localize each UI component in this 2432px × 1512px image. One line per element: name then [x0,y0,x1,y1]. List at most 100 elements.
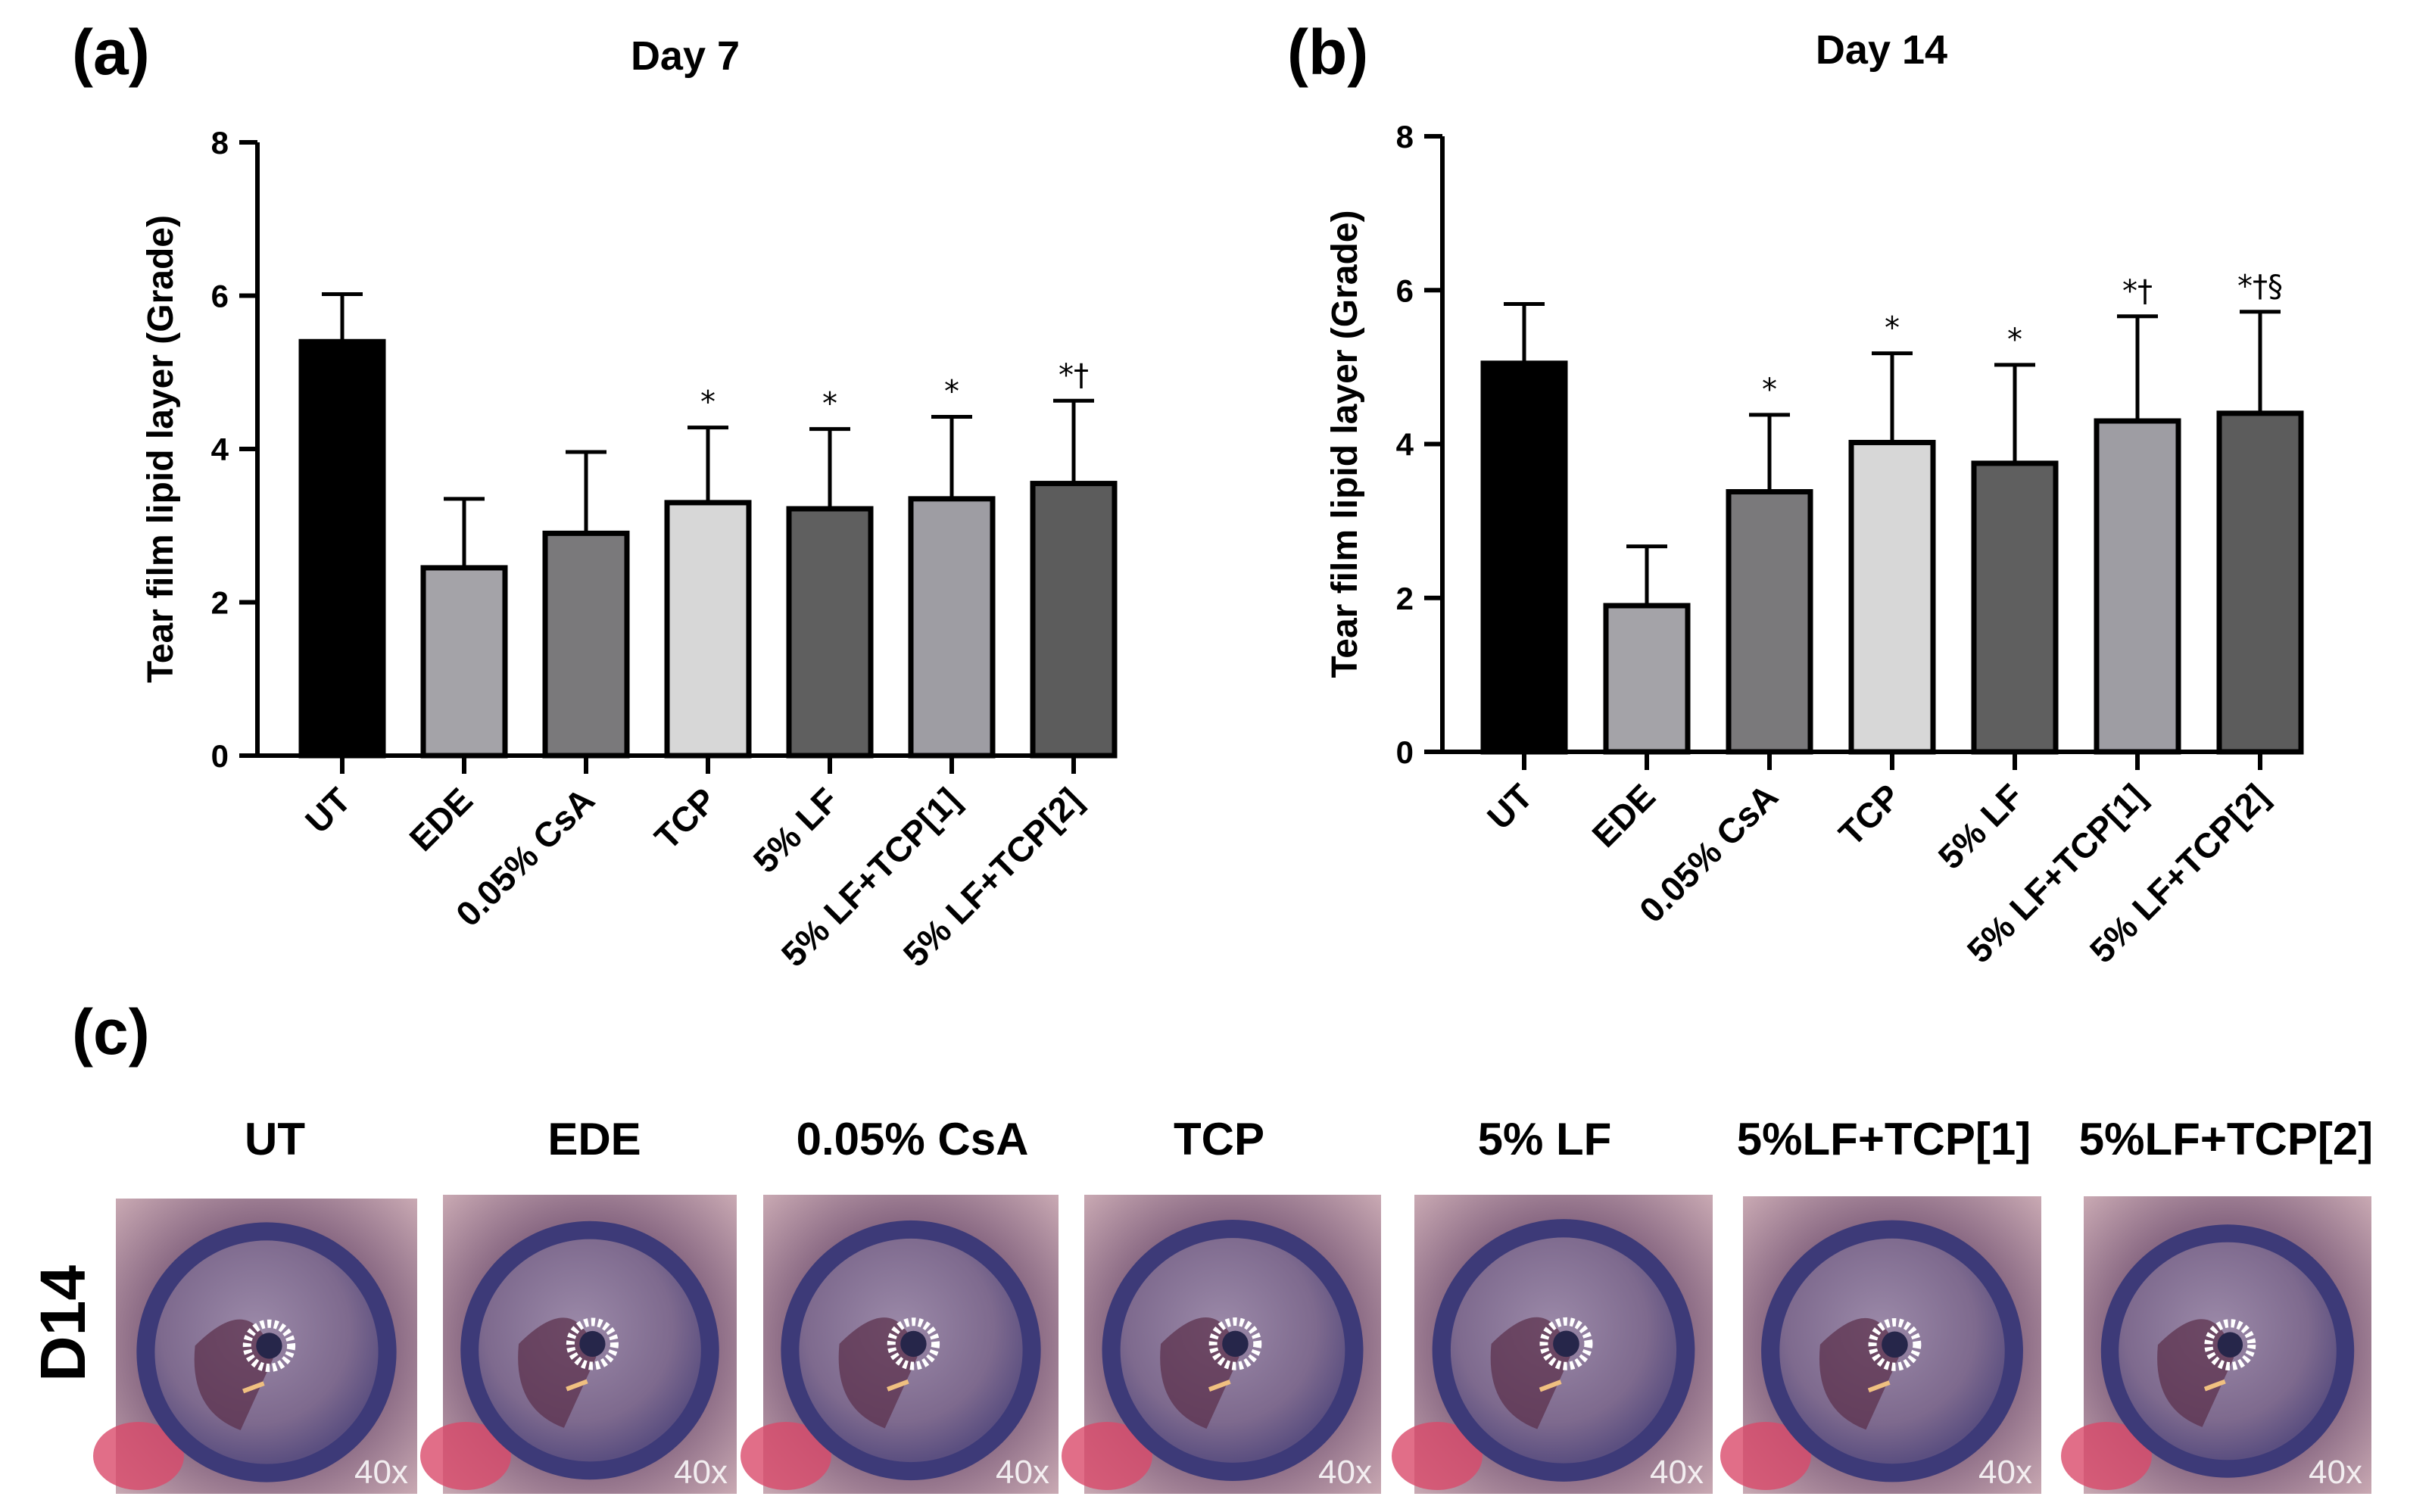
significance-mark-0-05-csa: * [1762,373,1777,407]
y-tick-label: 6 [211,279,229,314]
iris-shadow [1819,1317,1899,1430]
iris-shadow [1490,1317,1570,1429]
iris-shadow [1160,1317,1239,1429]
light-streak [2203,1379,2226,1392]
eye-photo-5-lf-tcp-1: 5%LF+TCP[1] 40x [1720,1114,2041,1494]
significance-mark-tcp: * [1885,311,1900,346]
magnification-label: 40x [2309,1454,2362,1491]
ring-light-reflection [1868,1317,1922,1371]
photo-title: EDE [547,1114,641,1164]
y-tick-label: 2 [1396,581,1414,616]
pupil-center [900,1330,927,1358]
bar-0-05-csa [542,530,630,759]
y-tick-label: 8 [211,125,229,161]
magnification-label: 40x [1650,1454,1704,1491]
category-label-5-lf: 5% LF [1931,776,2031,877]
ring-light-reflection [1539,1317,1593,1370]
bar-ede [420,565,508,759]
panel-label-c: (c) [72,996,150,1068]
y-tick-label: 0 [211,738,229,774]
bar-tcp [1848,439,1936,755]
panel-label-a: (a) [72,17,150,88]
light-streak [1867,1380,1891,1393]
bar-5-lf [786,506,874,759]
y-tick-label: 8 [1396,119,1414,154]
ring-light-reflection [2204,1319,2256,1371]
magnification-label: 40x [996,1454,1049,1491]
light-streak [566,1379,588,1392]
photo-row-label: D14 [27,1265,98,1382]
bar-tcp [664,500,752,759]
light-streak [242,1381,265,1394]
chart-title: Day 14 [1816,27,1947,73]
conjunctiva [93,1422,184,1490]
category-label-ede: EDE [401,780,480,859]
pupil-center [1553,1330,1579,1358]
bar-ede [1603,603,1691,755]
significance-mark-5-lf-tcp-1: *† [2122,274,2153,309]
bar-5-lf-tcp-1 [2094,418,2181,755]
magnification-label: 40x [354,1454,408,1491]
bar-0-05-csa [1726,489,1813,755]
pupil-center [256,1333,282,1359]
category-label-tcp: TCP [1831,776,1908,853]
bar-5-lf-tcp-1 [908,496,996,759]
magnification-label: 40x [674,1454,728,1491]
significance-mark-5-lf-tcp-2: *† [1059,358,1089,393]
conjunctiva [1720,1422,1811,1490]
photo-title: TCP [1174,1114,1264,1164]
eye-photo-5-lf: 5% LF 40x [1392,1114,1713,1494]
conjunctiva [1062,1422,1152,1490]
bar-5-lf [1971,460,2059,755]
category-label-ut: UT [298,780,358,840]
chart-day-7: Day 7 Tear film lipid layer (Grade) 0 2 4 6 8 U… [141,33,1118,974]
bar-ut [298,338,386,759]
photo-title: 5%LF+TCP[1] [1737,1114,2031,1164]
significance-mark-5-lf: * [822,387,837,422]
ring-light-reflection [1208,1317,1262,1370]
light-streak [887,1379,909,1392]
bar-ut [1480,360,1568,755]
pupil-center [1882,1331,1908,1358]
iris-shadow [518,1317,597,1428]
iris-shadow [838,1317,918,1429]
bar-5-lf-tcp-2 [2216,410,2304,755]
significance-mark-tcp: * [700,385,716,420]
ring-light-reflection [566,1317,619,1370]
photo-title: 0.05% CsA [797,1114,1029,1164]
category-label-tcp: TCP [647,780,724,857]
conjunctiva [420,1422,511,1490]
chart-day-14: Day 14 Tear film lipid layer (Grade) 0 2 4 6 8… [1325,27,2304,971]
pupil-center [1222,1330,1249,1358]
y-tick-label: 0 [1396,734,1414,770]
y-axis-label: Tear film lipid layer (Grade) [141,215,181,683]
y-tick-label: 2 [211,585,229,621]
category-label-ede: EDE [1584,776,1663,855]
y-tick-label: 4 [1396,427,1414,463]
significance-mark-5-lf-tcp-2: *†§ [2237,270,2283,304]
pupil-center [579,1330,606,1358]
conjunctiva [2061,1422,2152,1490]
category-label-5-lf: 5% LF [746,780,847,881]
panel-label-b: (b) [1287,17,1368,88]
eye-photo-ut: UT 40x [93,1114,417,1494]
iris-shadow [2157,1319,2234,1427]
eye-photo-5-lf-tcp-2: 5%LF+TCP[2] 40x [2061,1114,2373,1494]
significance-mark-5-lf: * [2007,323,2022,357]
eye-photo-tcp: TCP 40x [1062,1114,1381,1494]
light-streak [1539,1380,1562,1392]
magnification-label: 40x [1978,1454,2032,1491]
chart-title: Day 7 [631,33,740,79]
significance-mark-5-lf-tcp-1: * [944,374,959,409]
ring-light-reflection [242,1319,296,1373]
y-tick-label: 4 [211,432,229,467]
y-axis-label: Tear film lipid layer (Grade) [1325,210,1365,678]
light-streak [1208,1380,1231,1392]
eye-photo-ede: EDE 40x [420,1114,737,1494]
iris-shadow [194,1319,273,1430]
conjunctiva [741,1422,831,1490]
pupil-center [2217,1332,2243,1358]
magnification-label: 40x [1318,1454,1372,1491]
eye-photo-0-05-csa: 0.05% CsA 40x [741,1114,1059,1494]
